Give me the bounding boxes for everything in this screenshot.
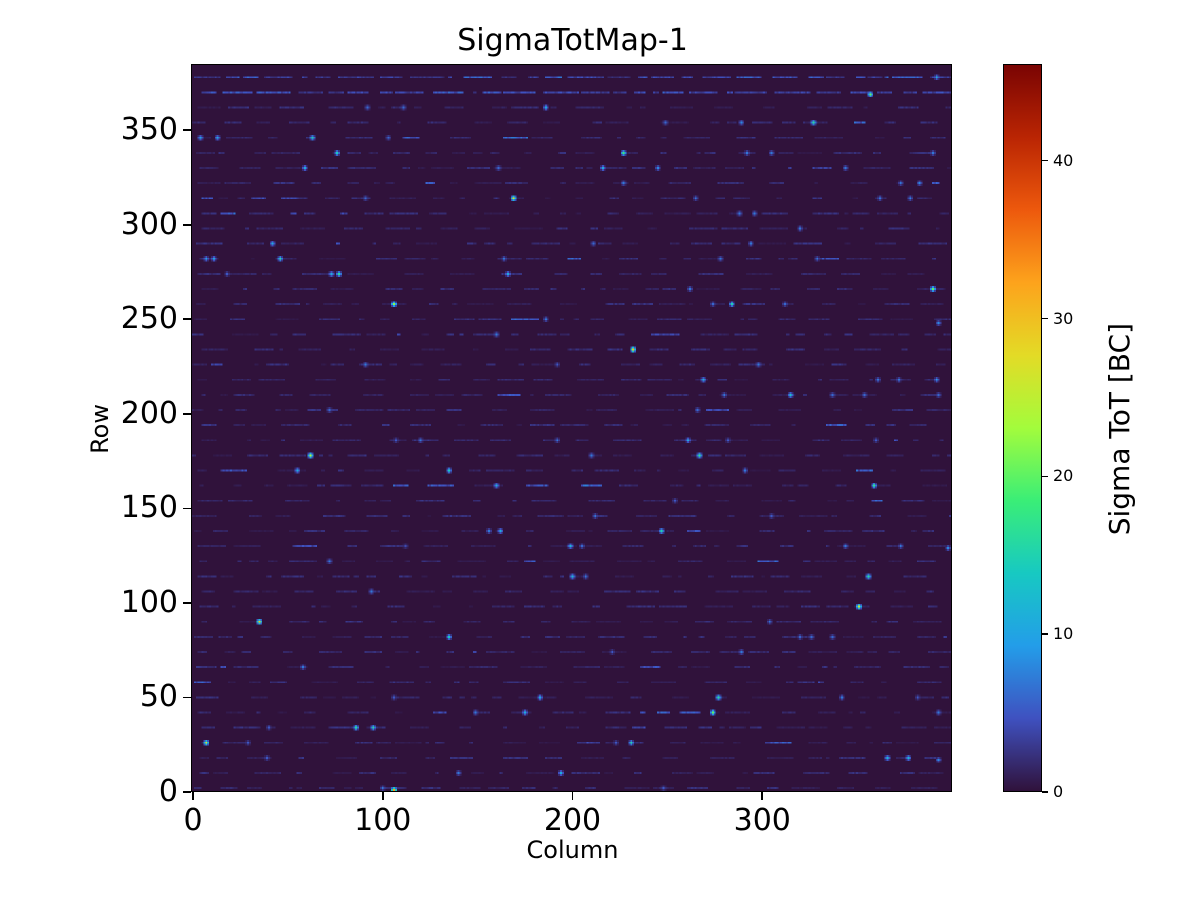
y-tick-mark	[183, 602, 191, 604]
y-tick-label: 350	[120, 112, 178, 148]
colorbar-tick-mark	[1042, 317, 1048, 320]
y-tick-mark	[183, 412, 191, 415]
x-tick-mark	[381, 792, 384, 800]
colorbar-tick-label: 20	[1053, 466, 1074, 486]
y-tick-label: 100	[120, 584, 178, 620]
y-tick-label: 250	[120, 301, 178, 337]
colorbar-label-wrap: Sigma ToT [BC]	[1103, 66, 1136, 792]
y-tick-label: 200	[120, 395, 178, 431]
y-tick-mark	[183, 223, 191, 226]
y-tick-mark	[183, 129, 191, 132]
x-axis-label: Column	[526, 836, 619, 864]
y-tick-mark	[183, 791, 191, 793]
colorbar-tick-label: 30	[1053, 308, 1074, 328]
x-tick-label: 100	[354, 803, 412, 838]
colorbar-tick-mark	[1042, 475, 1048, 478]
x-tick-mark	[761, 792, 764, 800]
y-tick-label: 150	[120, 490, 178, 526]
x-tick-label: 200	[543, 803, 602, 838]
plot-title: SigmaTotMap-1	[457, 23, 688, 58]
x-tick-label: 300	[733, 803, 791, 838]
x-tick-label: 0	[183, 803, 203, 838]
y-axis-label: Row	[86, 404, 114, 454]
y-tick-mark	[183, 318, 191, 321]
colorbar-label: Sigma ToT [BC]	[1103, 322, 1136, 536]
x-tick-mark	[192, 792, 194, 800]
colorbar-tick-mark	[1042, 159, 1048, 162]
y-tick-label: 0	[158, 774, 178, 809]
colorbar-tick-mark	[1042, 633, 1048, 635]
heatmap-plot-area	[191, 64, 952, 792]
x-tick-mark	[571, 792, 574, 800]
colorbar-tick-label: 10	[1053, 624, 1074, 644]
colorbar	[1003, 64, 1042, 792]
y-tick-label: 50	[139, 679, 178, 715]
y-tick-mark	[183, 507, 191, 510]
heatmap-canvas	[192, 65, 951, 791]
colorbar-tick-label: 40	[1053, 150, 1074, 170]
y-axis-label-wrap: Row	[86, 66, 114, 792]
y-tick-label: 300	[120, 206, 178, 242]
colorbar-tick-label: 0	[1053, 782, 1064, 801]
y-tick-mark	[183, 696, 191, 699]
colorbar-tick-mark	[1042, 791, 1048, 793]
